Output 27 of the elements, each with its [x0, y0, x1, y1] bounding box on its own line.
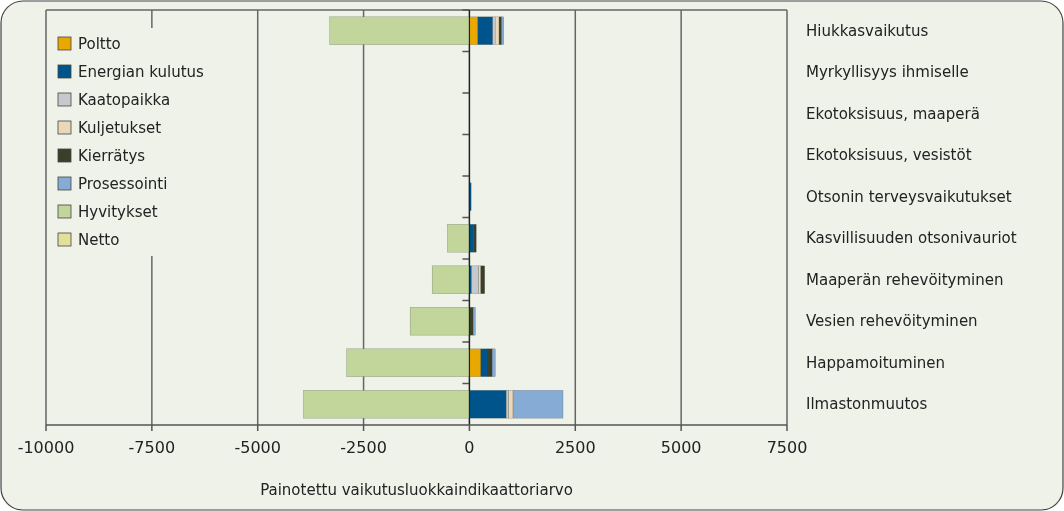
legend-label: Energian kulutus [78, 63, 205, 81]
y-tick-label: Vesien rehevöityminen [806, 312, 978, 331]
legend-label: Kierrätys [78, 147, 146, 165]
y-tick-label: Ekotoksisuus, vesistöt [806, 146, 972, 165]
y-tick-label: Otsonin terveysvaikutukset [806, 187, 1012, 206]
x-tick-label: 5000 [660, 438, 702, 457]
legend-label: Kaatopaikka [78, 91, 171, 109]
y-tick-label: Ilmastonmuutos [806, 395, 928, 414]
legend-label: Netto [78, 231, 120, 249]
y-tick-label: Myrkyllisyys ihmiselle [806, 63, 969, 82]
legend-label: Hyvitykset [78, 203, 158, 221]
x-tick-label: -5000 [234, 438, 281, 457]
x-tick-label: 2500 [554, 438, 596, 457]
legend-label: Poltto [78, 35, 121, 53]
x-tick-label: -7500 [128, 438, 176, 457]
y-tick-label: Kasvillisuuden otsonivauriot [806, 229, 1017, 248]
x-tick-label: -10000 [17, 438, 75, 457]
x-tick-label: 7500 [766, 438, 808, 457]
y-tick-label: Hiukkasvaikutus [806, 21, 929, 40]
x-axis-title: Painotettu vaikutusluokkaindikaattoriarvo [260, 481, 573, 499]
x-tick-label: -2500 [340, 438, 387, 457]
legend-label: Kuljetukset [78, 119, 162, 137]
x-tick-label: 0 [464, 438, 475, 457]
legend-label: Prosessointi [78, 175, 168, 193]
y-tick-label: Maaperän rehevöityminen [806, 270, 1004, 289]
y-tick-label: Ekotoksisuus, maaperä [806, 104, 980, 123]
y-tick-label: Happamoituminen [806, 353, 946, 372]
